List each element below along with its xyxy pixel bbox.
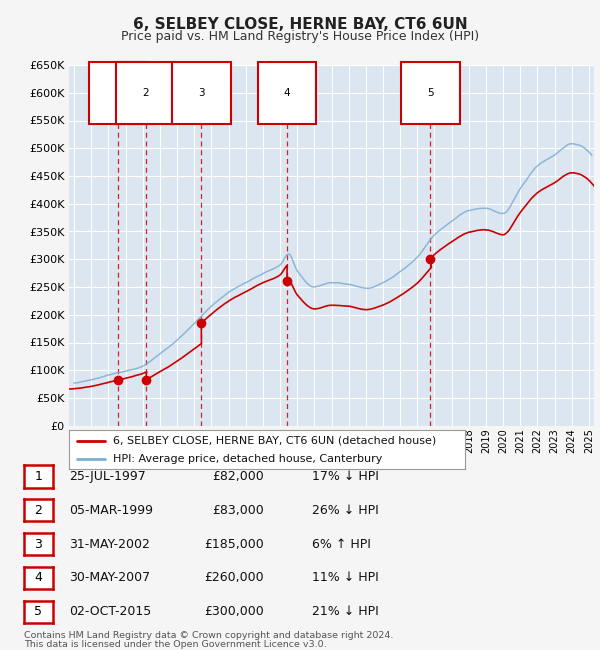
Text: 17% ↓ HPI: 17% ↓ HPI [312,470,379,483]
Text: £260,000: £260,000 [205,571,264,584]
Text: 3: 3 [198,88,205,97]
Text: £82,000: £82,000 [212,470,264,483]
Text: 4: 4 [34,571,43,584]
Text: 21% ↓ HPI: 21% ↓ HPI [312,605,379,618]
Text: 30-MAY-2007: 30-MAY-2007 [69,571,150,584]
Text: 6, SELBEY CLOSE, HERNE BAY, CT6 6UN: 6, SELBEY CLOSE, HERNE BAY, CT6 6UN [133,16,467,32]
Text: 05-MAR-1999: 05-MAR-1999 [69,504,153,517]
Text: 11% ↓ HPI: 11% ↓ HPI [312,571,379,584]
Text: £300,000: £300,000 [204,605,264,618]
Text: £83,000: £83,000 [212,504,264,517]
Text: This data is licensed under the Open Government Licence v3.0.: This data is licensed under the Open Gov… [24,640,326,649]
Text: 31-MAY-2002: 31-MAY-2002 [69,538,150,551]
Text: 02-OCT-2015: 02-OCT-2015 [69,605,151,618]
Text: 6, SELBEY CLOSE, HERNE BAY, CT6 6UN (detached house): 6, SELBEY CLOSE, HERNE BAY, CT6 6UN (det… [113,436,436,446]
Text: 25-JUL-1997: 25-JUL-1997 [69,470,146,483]
Text: £185,000: £185,000 [204,538,264,551]
Text: 4: 4 [284,88,290,97]
Text: Price paid vs. HM Land Registry's House Price Index (HPI): Price paid vs. HM Land Registry's House … [121,30,479,43]
Text: 3: 3 [34,538,43,551]
Text: Contains HM Land Registry data © Crown copyright and database right 2024.: Contains HM Land Registry data © Crown c… [24,631,394,640]
Text: 1: 1 [115,88,121,97]
Text: 2: 2 [142,88,149,97]
Text: 1: 1 [34,470,43,483]
Text: HPI: Average price, detached house, Canterbury: HPI: Average price, detached house, Cant… [113,454,382,463]
Text: 2: 2 [34,504,43,517]
Text: 5: 5 [34,605,43,618]
Text: 5: 5 [427,88,433,97]
Text: 6% ↑ HPI: 6% ↑ HPI [312,538,371,551]
Text: 26% ↓ HPI: 26% ↓ HPI [312,504,379,517]
